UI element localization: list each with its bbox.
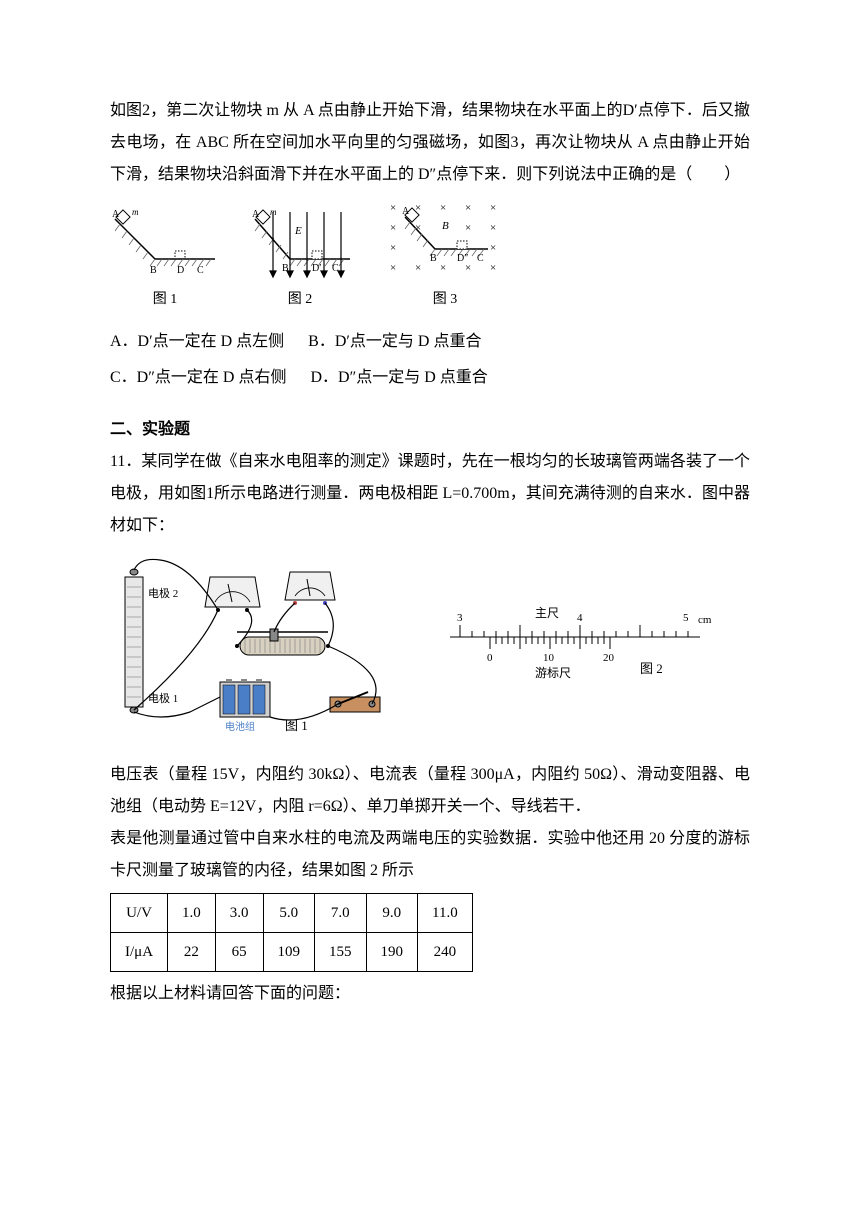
svg-text:20: 20	[603, 652, 615, 664]
svg-text:主尺: 主尺	[535, 606, 559, 620]
svg-text:E: E	[294, 225, 302, 237]
svg-text:×: ×	[390, 222, 396, 234]
svg-text:m: m	[270, 209, 277, 217]
svg-text:10: 10	[543, 652, 555, 664]
svg-text:C: C	[197, 265, 204, 276]
svg-text:×: ×	[490, 202, 496, 214]
svg-text:C: C	[477, 253, 484, 264]
table-intro: 表是他测量通过管中自来水柱的电流及两端电压的实验数据．实验中他还用 20 分度的…	[110, 823, 750, 887]
svg-text:×: ×	[465, 222, 471, 234]
svg-text:m: m	[132, 209, 139, 217]
svg-text:5: 5	[683, 612, 689, 624]
figure-row-1: A m B D C 图 1	[110, 199, 750, 314]
svg-text:×: ×	[465, 202, 471, 214]
option-c: C．D″点一定在 D 点右侧	[110, 369, 286, 386]
svg-text:图 2: 图 2	[640, 661, 663, 676]
svg-text:A: A	[112, 209, 120, 220]
figure-1: A m B D C 图 1	[110, 209, 220, 314]
closing-text: 根据以上材料请回答下面的问题：	[110, 978, 750, 1010]
section-2-title: 二、实验题	[110, 414, 750, 446]
svg-text:D: D	[177, 265, 184, 276]
q11-text: 11．某同学在做《自来水电阻率的测定》课题时，先在一根均匀的长玻璃管两端各装了一…	[110, 446, 750, 542]
vernier-figure: 3 4 5 cm 主尺 0 10 20 游标尺 图	[440, 595, 720, 707]
svg-text:×: ×	[490, 222, 496, 234]
data-table: U/V 1.0 3.0 5.0 7.0 9.0 11.0 I/μA 22 65 …	[110, 893, 473, 972]
svg-text:3: 3	[457, 612, 463, 624]
svg-text:×: ×	[440, 262, 446, 274]
components-text: 电压表（量程 15V，内阻约 30kΩ）、电流表（量程 300μA，内阻约 50…	[110, 759, 750, 823]
fig1-caption: 图 1	[153, 286, 178, 314]
figure-2: A m E B D′ C 图 2	[240, 209, 360, 314]
option-b: B．D′点一定与 D 点重合	[308, 333, 481, 350]
svg-text:cm: cm	[698, 614, 712, 626]
svg-text:C: C	[332, 263, 339, 274]
intro-paragraph: 如图2，第二次让物块 m 从 A 点由静止开始下滑，结果物块在水平面上的D′点停…	[110, 95, 750, 191]
svg-text:0: 0	[487, 652, 493, 664]
svg-text:×: ×	[390, 242, 396, 254]
fig3-caption: 图 3	[433, 286, 458, 314]
circuit-row: 电极 2 电极 1	[110, 552, 750, 749]
option-d: D．D″点一定与 D 点重合	[310, 369, 487, 386]
svg-text:B: B	[442, 220, 449, 232]
option-a: A．D′点一定在 D 点左侧	[110, 333, 284, 350]
svg-text:B: B	[430, 253, 437, 264]
fig2-caption: 图 2	[288, 286, 313, 314]
svg-text:A: A	[252, 209, 260, 220]
table-row: U/V 1.0 3.0 5.0 7.0 9.0 11.0	[111, 894, 473, 933]
circuit-figure: 电极 2 电极 1	[110, 552, 410, 749]
svg-text:D″: D″	[457, 253, 468, 264]
svg-text:图 1: 图 1	[285, 718, 308, 733]
svg-text:D′: D′	[312, 263, 321, 274]
svg-text:×: ×	[490, 242, 496, 254]
svg-text:B: B	[282, 263, 289, 274]
svg-text:电池组: 电池组	[225, 720, 255, 733]
svg-text:×: ×	[440, 202, 446, 214]
figure-3: ××××× ×××× ×× ××××× A B B D″ C 图 3	[380, 199, 510, 314]
table-row: I/μA 22 65 109 155 190 240	[111, 933, 473, 972]
svg-text:电极 2: 电极 2	[148, 586, 178, 600]
svg-text:4: 4	[577, 612, 583, 624]
svg-text:游标尺: 游标尺	[535, 666, 571, 680]
svg-text:B: B	[150, 265, 157, 276]
svg-text:×: ×	[390, 262, 396, 274]
options-row-1: A．D′点一定在 D 点左侧 B．D′点一定与 D 点重合	[110, 326, 750, 358]
svg-text:A: A	[402, 206, 410, 217]
svg-text:×: ×	[490, 262, 496, 274]
options-row-2: C．D″点一定在 D 点右侧 D．D″点一定与 D 点重合	[110, 362, 750, 394]
svg-text:×: ×	[415, 262, 421, 274]
svg-text:×: ×	[390, 202, 396, 214]
